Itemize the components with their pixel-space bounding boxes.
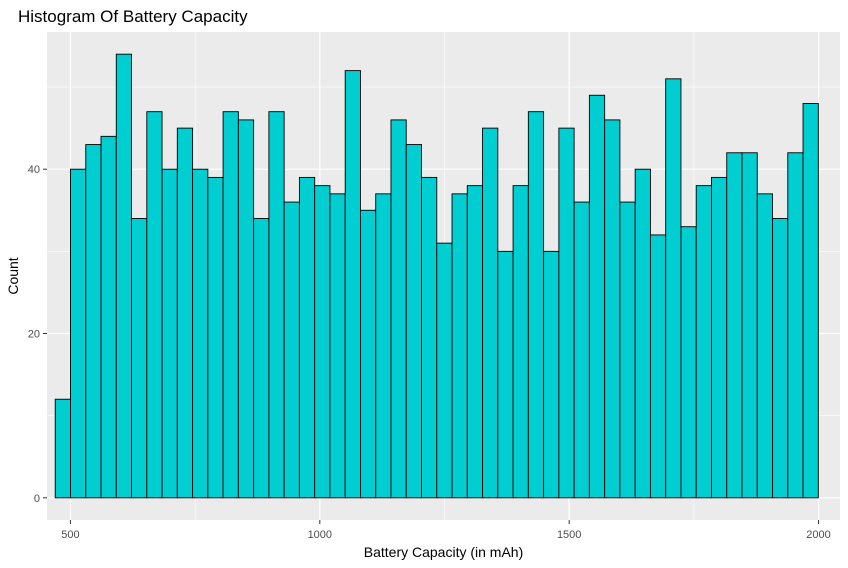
histogram-bar bbox=[512, 185, 529, 499]
histogram-bar bbox=[237, 119, 255, 499]
x-tick-label: 1000 bbox=[308, 529, 332, 541]
histogram-bar bbox=[756, 193, 773, 499]
histogram-bar bbox=[695, 185, 712, 499]
histogram-bar bbox=[298, 176, 316, 499]
histogram-bar bbox=[634, 168, 651, 499]
histogram-bar bbox=[70, 168, 87, 499]
histogram-bar bbox=[451, 193, 468, 499]
histogram-bar bbox=[573, 201, 590, 499]
histogram-bar bbox=[100, 135, 117, 499]
histogram-bar bbox=[772, 218, 789, 499]
histogram-bar bbox=[543, 250, 560, 499]
histogram-bar bbox=[482, 127, 499, 499]
histogram-bar bbox=[665, 78, 682, 499]
y-tick-label: 20 bbox=[28, 329, 40, 341]
histogram-bar bbox=[85, 144, 102, 499]
histogram-bar bbox=[344, 70, 361, 499]
histogram-bar bbox=[421, 176, 438, 499]
x-axis-ticks: 500 1000 1500 2000 bbox=[61, 520, 831, 541]
x-tick-label: 500 bbox=[61, 529, 79, 541]
histogram-bar bbox=[619, 201, 636, 499]
histogram-bars bbox=[54, 53, 819, 499]
histogram-bar bbox=[802, 103, 819, 499]
histogram-bar bbox=[588, 94, 606, 499]
histogram-bar bbox=[192, 168, 209, 499]
histogram-bar bbox=[268, 111, 285, 499]
histogram-bar bbox=[787, 152, 804, 499]
chart-title: Histogram Of Battery Capacity bbox=[18, 7, 248, 26]
y-axis-title: Count bbox=[5, 257, 21, 294]
histogram-bar bbox=[176, 127, 194, 499]
histogram-bar bbox=[375, 193, 392, 499]
histogram-bar bbox=[329, 193, 346, 499]
histogram-bar bbox=[649, 234, 667, 499]
y-tick-label: 40 bbox=[28, 164, 40, 176]
histogram-bar bbox=[390, 119, 407, 499]
x-tick-label: 2000 bbox=[806, 529, 830, 541]
histogram-bar bbox=[680, 226, 697, 499]
histogram-bar bbox=[283, 201, 300, 499]
histogram-bar bbox=[436, 242, 453, 499]
histogram-bar bbox=[253, 218, 270, 499]
y-axis-ticks: 0 20 40 bbox=[28, 164, 47, 505]
histogram-bar bbox=[558, 127, 575, 499]
histogram-bar bbox=[604, 119, 621, 499]
histogram-bar bbox=[161, 168, 178, 499]
histogram-bar bbox=[115, 53, 132, 499]
histogram-bar bbox=[741, 152, 758, 499]
histogram-bar bbox=[405, 144, 422, 499]
y-tick-label: 0 bbox=[34, 493, 40, 505]
histogram-bar bbox=[527, 111, 545, 499]
histogram-bar bbox=[146, 111, 163, 499]
histogram-bar bbox=[54, 398, 71, 499]
x-tick-label: 1500 bbox=[557, 529, 581, 541]
histogram-bar bbox=[466, 185, 484, 499]
histogram-bar bbox=[222, 111, 239, 499]
histogram-bar bbox=[360, 209, 377, 499]
histogram-bar bbox=[131, 218, 148, 499]
histogram-bar bbox=[726, 152, 743, 499]
histogram-bar bbox=[497, 250, 514, 499]
histogram-bar bbox=[207, 176, 224, 499]
histogram-bar bbox=[314, 185, 331, 499]
histogram-bar bbox=[711, 176, 728, 499]
x-axis-title: Battery Capacity (in mAh) bbox=[364, 544, 524, 560]
